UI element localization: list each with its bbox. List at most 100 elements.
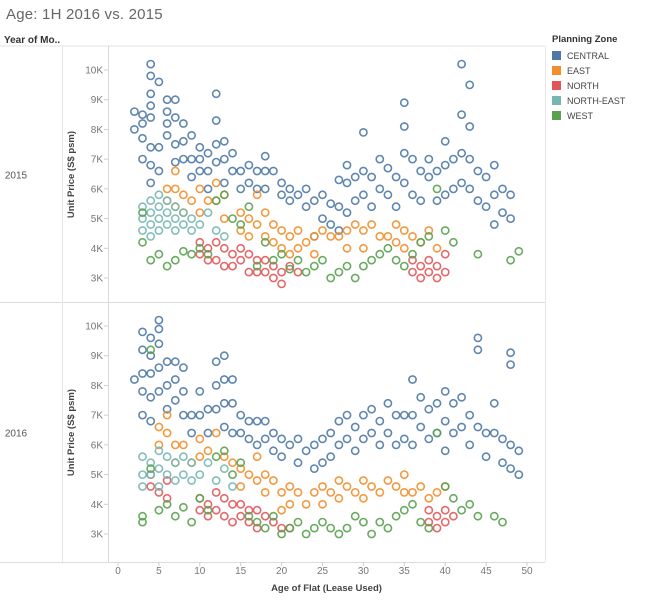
data-point-east[interactable] xyxy=(252,452,262,462)
data-point-north-east[interactable] xyxy=(219,231,229,241)
data-point-central[interactable] xyxy=(203,148,213,158)
data-point-north-east[interactable] xyxy=(219,464,229,473)
data-point-east[interactable] xyxy=(244,470,254,479)
data-point-east[interactable] xyxy=(358,476,368,485)
data-point-east[interactable] xyxy=(170,440,180,450)
data-point-central[interactable] xyxy=(399,178,409,188)
data-point-east[interactable] xyxy=(342,243,352,253)
data-point-central[interactable] xyxy=(162,95,172,105)
data-point-north[interactable] xyxy=(432,511,442,521)
data-point-west[interactable] xyxy=(268,255,278,265)
data-point-central[interactable] xyxy=(293,434,303,444)
data-point-west[interactable] xyxy=(301,529,311,539)
data-point-west[interactable] xyxy=(367,255,376,265)
data-point-central[interactable] xyxy=(293,458,303,468)
data-point-central[interactable] xyxy=(187,130,196,140)
data-point-north[interactable] xyxy=(236,499,246,509)
data-point-north-east[interactable] xyxy=(154,190,164,200)
data-point-west[interactable] xyxy=(309,523,319,533)
data-point-north[interactable] xyxy=(219,493,229,503)
data-point-central[interactable] xyxy=(506,360,515,369)
data-point-north-east[interactable] xyxy=(154,482,164,491)
data-point-central[interactable] xyxy=(326,220,336,229)
data-point-east[interactable] xyxy=(162,184,172,194)
data-point-central[interactable] xyxy=(408,440,417,450)
data-point-central[interactable] xyxy=(473,166,483,176)
data-point-north[interactable] xyxy=(244,249,254,259)
data-point-east[interactable] xyxy=(309,249,319,259)
data-point-north[interactable] xyxy=(416,273,426,283)
data-point-central[interactable] xyxy=(367,172,376,182)
data-point-west[interactable] xyxy=(465,499,475,509)
data-point-west[interactable] xyxy=(318,517,327,527)
data-point-east[interactable] xyxy=(162,410,172,420)
data-point-central[interactable] xyxy=(326,428,336,438)
data-point-central[interactable] xyxy=(399,122,409,131)
data-point-west[interactable] xyxy=(448,237,458,247)
data-point-central[interactable] xyxy=(170,95,180,105)
data-point-east[interactable] xyxy=(318,482,327,491)
data-point-central[interactable] xyxy=(375,184,385,194)
data-point-central[interactable] xyxy=(211,139,221,149)
data-point-west[interactable] xyxy=(424,231,434,241)
data-point-central[interactable] xyxy=(187,410,196,420)
data-point-north[interactable] xyxy=(424,267,434,277)
data-point-north[interactable] xyxy=(203,511,213,521)
data-point-central[interactable] xyxy=(506,348,515,358)
data-point-west[interactable] xyxy=(342,261,352,271)
data-point-central[interactable] xyxy=(334,226,344,235)
row-header[interactable]: Year of Mo.. xyxy=(4,35,61,46)
data-point-east[interactable] xyxy=(260,487,270,497)
data-point-west[interactable] xyxy=(391,255,401,265)
data-point-west[interactable] xyxy=(326,273,336,283)
data-point-west[interactable] xyxy=(506,255,515,265)
data-point-central[interactable] xyxy=(178,154,188,164)
data-point-north-east[interactable] xyxy=(154,464,164,473)
data-point-east[interactable] xyxy=(334,231,344,241)
data-point-north-east[interactable] xyxy=(146,196,156,206)
data-point-east[interactable] xyxy=(285,482,295,491)
data-point-east[interactable] xyxy=(391,482,401,491)
data-point-central[interactable] xyxy=(383,398,393,408)
data-point-east[interactable] xyxy=(195,434,205,444)
data-point-central[interactable] xyxy=(211,404,221,414)
data-point-central[interactable] xyxy=(146,71,156,81)
data-point-central[interactable] xyxy=(219,154,229,164)
data-point-west[interactable] xyxy=(473,511,483,521)
data-point-east[interactable] xyxy=(211,428,221,438)
data-point-central[interactable] xyxy=(154,77,164,87)
data-point-central[interactable] xyxy=(277,178,286,188)
data-point-north[interactable] xyxy=(236,255,246,265)
data-point-west[interactable] xyxy=(228,214,237,223)
data-point-north[interactable] xyxy=(219,243,229,253)
data-point-central[interactable] xyxy=(440,446,450,456)
data-point-central[interactable] xyxy=(399,148,409,158)
data-point-north[interactable] xyxy=(408,255,417,265)
data-point-central[interactable] xyxy=(440,386,450,396)
data-point-north-east[interactable] xyxy=(170,476,180,485)
data-point-north-east[interactable] xyxy=(154,446,164,456)
data-point-east[interactable] xyxy=(219,452,229,462)
data-point-central[interactable] xyxy=(399,98,409,108)
data-point-west[interactable] xyxy=(260,523,270,533)
data-point-central[interactable] xyxy=(342,410,352,420)
data-point-north[interactable] xyxy=(252,523,262,533)
data-point-west[interactable] xyxy=(211,452,221,462)
data-point-north-east[interactable] xyxy=(187,214,196,223)
data-point-east[interactable] xyxy=(162,428,172,438)
data-point-north[interactable] xyxy=(252,505,262,515)
data-point-east[interactable] xyxy=(399,226,409,235)
data-point-north-east[interactable] xyxy=(146,231,156,241)
data-point-central[interactable] xyxy=(309,440,319,450)
data-point-north-east[interactable] xyxy=(138,214,147,223)
data-point-north-east[interactable] xyxy=(203,458,213,468)
data-point-central[interactable] xyxy=(178,386,188,396)
data-point-west[interactable] xyxy=(138,517,147,527)
data-point-central[interactable] xyxy=(416,196,426,206)
data-point-north-east[interactable] xyxy=(146,470,156,479)
data-point-north[interactable] xyxy=(408,267,417,277)
data-point-north[interactable] xyxy=(228,499,237,509)
data-point-east[interactable] xyxy=(375,231,385,241)
data-point-west[interactable] xyxy=(416,517,426,527)
data-point-east[interactable] xyxy=(367,220,376,229)
